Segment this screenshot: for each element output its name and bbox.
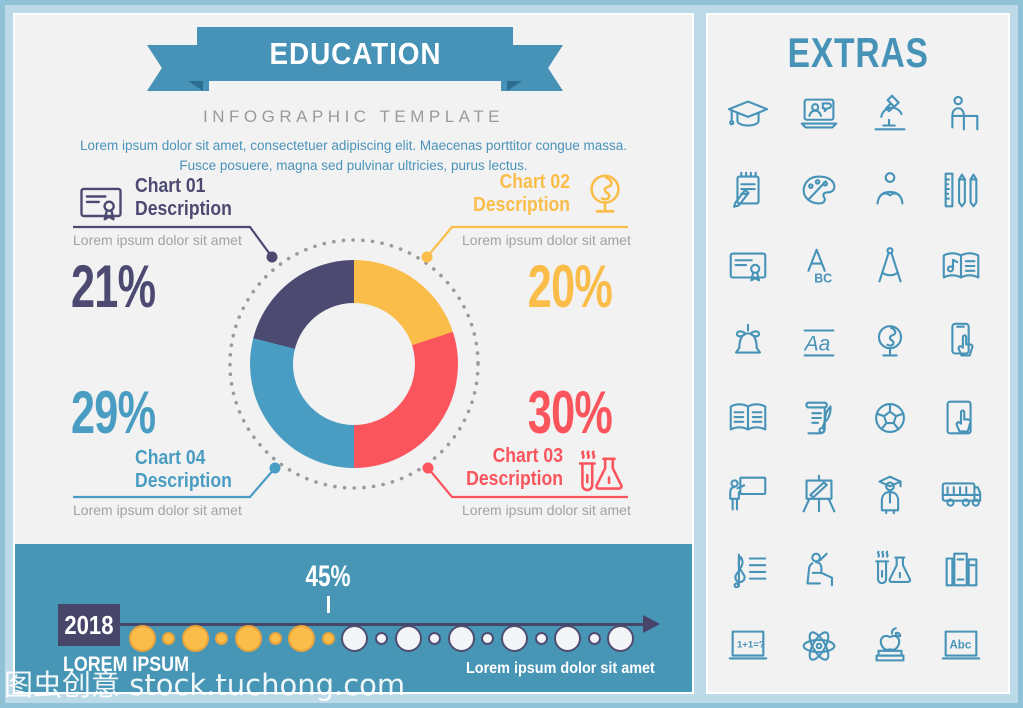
timeline-dot-13 [447, 624, 475, 652]
extras-title: EXTRAS [787, 29, 929, 76]
chart-03-label: Chart 03 Description [466, 445, 563, 490]
notepad-icon [725, 167, 771, 213]
handwriting-icon: Aa [796, 319, 842, 365]
timeline-dot-19 [607, 624, 635, 652]
school-bus-icon [938, 471, 984, 517]
graduate-icon [867, 471, 913, 517]
main-panel: EDUCATION INFOGRAPHIC TEMPLATE Lorem ips… [15, 15, 692, 692]
scroll-quill-icon [796, 395, 842, 441]
atom-icon [796, 623, 842, 669]
reading-person-icon [867, 167, 913, 213]
timeline-dot-5 [234, 624, 262, 652]
timeline-dot-10 [374, 631, 388, 645]
treble-clef-icon [725, 547, 771, 593]
timeline-dot-12 [428, 631, 442, 645]
timeline-dot-17 [554, 624, 582, 652]
microscope-icon [867, 91, 913, 137]
svg-text:Aa: Aa [802, 333, 830, 356]
timeline-dot-8 [321, 631, 335, 645]
timeline-dot-7 [288, 624, 316, 652]
timeline-dot-2 [162, 631, 176, 645]
globe-icon [867, 319, 913, 365]
chart-03-caption: Lorem ipsum dolor sit amet [462, 502, 631, 518]
timeline-dot-9 [341, 624, 369, 652]
chart-01-label: Chart 01 Description [135, 175, 232, 220]
globe-icon [577, 167, 633, 223]
timeline-year: 2018 [64, 609, 114, 640]
timeline-dot-4 [215, 631, 229, 645]
chart-02-percent: 20% [527, 253, 613, 320]
timeline-footer-left: LOREM IPSUM [63, 653, 189, 676]
timeline-line [119, 622, 645, 626]
page-title: EDUCATION [269, 36, 441, 71]
open-book-icon [725, 395, 771, 441]
timeline-band: 2018 45% LOREM IPSUM Lorem ipsum dolor s… [15, 544, 692, 692]
svg-text:BC: BC [814, 271, 832, 285]
abc-letters-icon: BC [796, 243, 842, 289]
timeline-year-badge: 2018 [58, 604, 120, 646]
donut-hole [293, 303, 415, 425]
school-bell-icon [725, 319, 771, 365]
ribbon-right-fold [507, 81, 522, 91]
teacher-board-icon [725, 471, 771, 517]
online-class-icon [796, 91, 842, 137]
book-shelf-icon [938, 547, 984, 593]
timeline-dot-3 [181, 624, 209, 652]
chart-03-percent: 30% [527, 379, 613, 446]
timeline-dot-14 [481, 631, 495, 645]
timeline-dot-16 [534, 631, 548, 645]
certificate-icon [75, 177, 127, 229]
timeline-marker-tick [327, 596, 330, 613]
extras-panel: EXTRAS BC Aa 1+1=? Abc [708, 15, 1008, 692]
certificate-icon [725, 243, 771, 289]
ribbon-left-fold [188, 81, 203, 91]
chart-04-label: Chart 04 Description [135, 447, 232, 492]
apple-books-icon [867, 623, 913, 669]
soccer-ball-icon [867, 395, 913, 441]
paint-palette-icon [796, 167, 842, 213]
chemistry-flasks-icon [568, 446, 626, 502]
ruler-pencils-icon [938, 167, 984, 213]
smartphone-touch-icon [938, 319, 984, 365]
timeline-footer-right: Lorem ipsum dolor sit amet [466, 660, 655, 677]
chart-04-percent: 29% [71, 379, 156, 446]
chart-01-caption: Lorem ipsum dolor sit amet [73, 232, 242, 248]
tablet-touch-icon [938, 395, 984, 441]
math-board-icon: 1+1=? [725, 623, 771, 669]
chart-02-caption: Lorem ipsum dolor sit amet [462, 232, 631, 248]
watermark: 图虫创意 stock.tuchong.com [4, 668, 406, 702]
intro-paragraph: Lorem ipsum dolor sit amet, consectetuer… [79, 138, 627, 174]
title-ribbon: EDUCATION [197, 27, 513, 81]
music-book-icon [938, 243, 984, 289]
timeline-dot-6 [268, 631, 282, 645]
abc-board-icon: Abc [938, 623, 984, 669]
page-subtitle: INFOGRAPHIC TEMPLATE [203, 107, 504, 126]
student-at-desk-icon [938, 91, 984, 137]
timeline-dot-15 [500, 624, 528, 652]
svg-text:1+1=?: 1+1=? [736, 639, 764, 650]
extras-icon-grid: BC Aa 1+1=? Abc [712, 76, 1004, 684]
timeline-arrow-icon [643, 615, 660, 633]
svg-text:Abc: Abc [949, 639, 971, 651]
student-raising-hand-icon [796, 547, 842, 593]
chart-02-label: Chart 02 Description [473, 171, 570, 216]
chart-04-caption: Lorem ipsum dolor sit amet [73, 502, 242, 518]
graduation-cap-icon [725, 91, 771, 137]
timeline-dot-11 [394, 624, 422, 652]
timeline-dot-18 [587, 631, 601, 645]
timeline-marker-label: 45% [305, 560, 351, 593]
chemistry-flasks-icon [867, 547, 913, 593]
timeline-dot-1 [128, 624, 156, 652]
easel-icon [796, 471, 842, 517]
drafting-compass-icon [867, 243, 913, 289]
chart-01-percent: 21% [71, 253, 156, 320]
